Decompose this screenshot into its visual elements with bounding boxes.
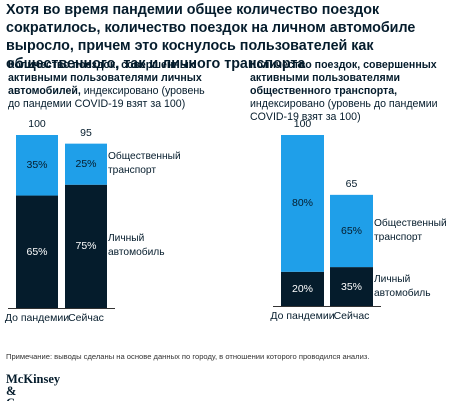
value-label: 65% [340,224,362,237]
legend-label: Личный автомобиль [374,273,431,299]
footnote: Примечание: выводы сделаны на основе дан… [6,352,370,361]
chart-title: Количество поездок, совершенных активным… [250,59,437,97]
total-label: 100 [293,118,312,130]
x-tick-label: Сейчас [68,312,104,324]
bar-segment [16,195,58,308]
chart-subtitle-text: индексировано (уровень до пандемии COVID… [250,98,438,123]
total-label: 65 [345,177,358,190]
bar-segment [16,135,58,196]
logo: McKinsey & Company [6,372,61,401]
bar-segment [281,271,324,306]
chart-subtitle: Количество поездок, совершенных активным… [8,59,213,111]
chart-subtitle: Количество поездок, совершенных активным… [250,59,465,124]
page-title: Хотя во время пандемии общее количество … [6,2,416,72]
total-label: 100 [28,118,46,130]
bar-segment [330,194,373,268]
chart-subtitle-text: индексировано (уровень до пандемии COVID… [8,85,205,110]
legend-label: Личный автомобиль [108,233,165,259]
bar-segment [330,267,373,306]
value-label: 35% [26,159,48,172]
value-label: 75% [75,240,97,253]
bar-segment [65,184,107,308]
value-label: 25% [75,158,97,171]
chart-title: Количество поездок, совершенных активным… [8,59,202,97]
x-tick-label: До пандемии [270,310,335,322]
bar-segment [65,143,107,185]
x-tick-label: Сейчас [333,310,370,322]
value-label: 65% [26,245,48,258]
legend-label: Общественный транспорт [108,151,181,177]
value-label: 35% [340,280,362,293]
value-label: 20% [291,282,313,295]
x-tick-label: До пандемии [4,312,70,324]
legend-label: Общественный транспорт [374,217,447,243]
value-label: 80% [291,197,313,210]
bar-segment [281,135,324,272]
total-label: 95 [80,126,92,139]
